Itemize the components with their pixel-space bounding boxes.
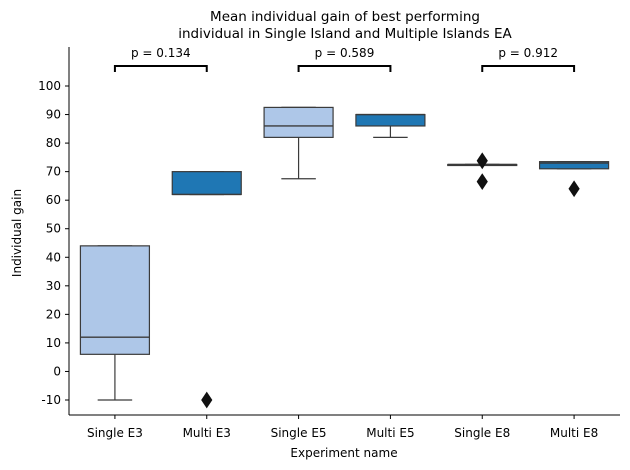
box-1 [171,171,242,196]
box-3 [355,113,426,127]
p-value-label: p = 0.912 [498,46,558,60]
x-axis-label: Experiment name [290,446,397,460]
chart-title-line-2: individual in Single Island and Multiple… [178,26,512,42]
outlier-point [201,391,213,409]
x-tick-label: Single E5 [271,426,327,440]
x-tick-label: Multi E3 [183,426,231,440]
chart-title-line-1: Mean individual gain of best performing [210,9,480,25]
y-tick-label: 100 [38,79,61,93]
box-5 [538,161,610,170]
y-axis-label: Individual gain [10,189,24,277]
y-tick-label: 40 [46,250,61,264]
outlier-point [568,180,580,198]
x-tick-label: Multi E8 [550,426,598,440]
y-tick-label: 80 [46,136,61,150]
y-tick-label: 90 [46,108,61,122]
significance-bracket [113,65,208,72]
outlier-point [476,173,488,191]
y-tick-label: 70 [46,165,61,179]
y-tick-label: 10 [46,336,61,350]
box-0 [79,245,151,355]
p-value-label: p = 0.134 [131,46,191,60]
y-tick-label: 30 [46,279,61,293]
y-tick-label: 50 [46,222,61,236]
p-value-label: p = 0.589 [315,46,375,60]
outlier-point [476,152,488,170]
significance-bracket [297,65,392,72]
box-2 [263,106,334,138]
y-tick-label: 0 [53,364,61,378]
y-tick-label: 60 [46,193,61,207]
x-tick-label: Single E8 [454,426,510,440]
x-tick-label: Single E3 [87,426,143,440]
significance-bracket [481,65,576,72]
y-tick-label: 20 [46,307,61,321]
chart-title: Mean individual gain of best performing … [178,9,512,42]
x-tick-label: Multi E5 [366,426,414,440]
y-tick-label: -10 [41,393,61,407]
